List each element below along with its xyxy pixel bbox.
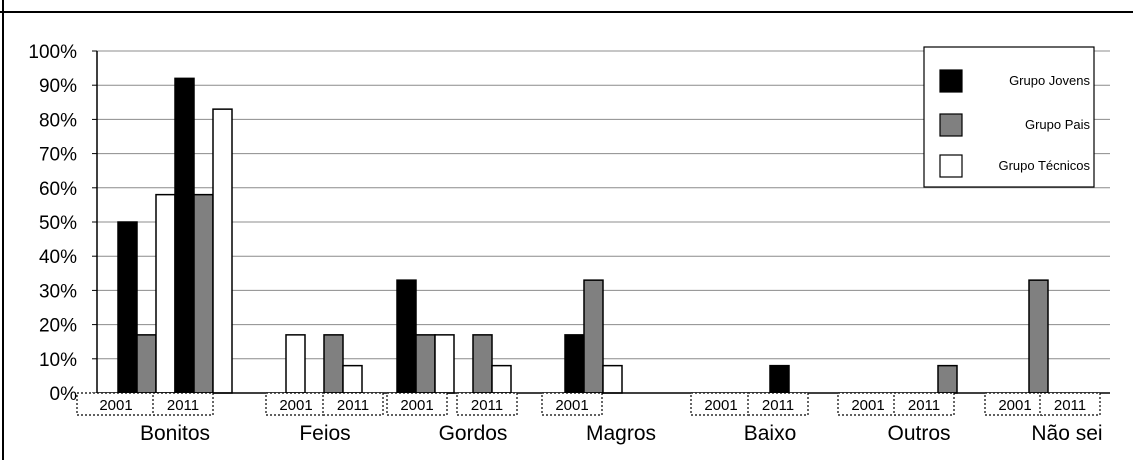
- category-label: Outros: [887, 422, 950, 445]
- y-tick-label: 50%: [39, 213, 77, 234]
- bar: [342, 364, 363, 394]
- year-label: 2001: [279, 397, 312, 414]
- category-label: Bonitos: [140, 422, 210, 445]
- year-label: 2011: [1054, 397, 1086, 414]
- year-label-box: [893, 392, 955, 416]
- year-label-box: [152, 392, 214, 416]
- category-label: Feios: [299, 422, 350, 445]
- legend-swatch: [939, 113, 963, 137]
- y-tick-label: 40%: [39, 247, 77, 268]
- bar: [323, 334, 344, 394]
- bars: [117, 77, 1049, 394]
- year-label: 2011: [337, 397, 369, 414]
- year-label: 2001: [704, 397, 737, 414]
- year-label: 2001: [555, 397, 588, 414]
- year-label-box: [837, 392, 899, 416]
- bar: [434, 334, 455, 394]
- bar: [285, 334, 306, 394]
- bar: [472, 334, 493, 394]
- y-tick-label: 100%: [28, 42, 77, 63]
- bar: [193, 193, 214, 394]
- y-tick-label: 80%: [39, 110, 77, 131]
- year-label-box: [322, 392, 384, 416]
- year-label-box: [984, 392, 1046, 416]
- year-labels: 2001 2011 2001 2011 2001 2011 2001 2001 2011 2001…: [76, 392, 1101, 416]
- bar: [174, 77, 195, 394]
- category-label: Baixo: [744, 422, 797, 445]
- legend-swatch: [939, 69, 963, 93]
- year-label: 2011: [762, 397, 794, 414]
- category-labels: Bonitos Feios Gordos Magros Baixo Outros Não s…: [140, 422, 1103, 445]
- category-label: Magros: [586, 422, 656, 445]
- category-label: Não sei: [1031, 422, 1102, 445]
- y-tick-label: 60%: [39, 179, 77, 200]
- bar: [117, 221, 138, 394]
- bar: [602, 364, 623, 394]
- bar: [491, 364, 512, 394]
- bar: [937, 364, 958, 394]
- bar: [212, 108, 233, 394]
- year-label-box: [1039, 392, 1101, 416]
- bar: [415, 334, 436, 394]
- year-label-box: [747, 392, 809, 416]
- y-tick-label: 20%: [39, 316, 77, 337]
- bar: [396, 279, 417, 394]
- year-label-box: [541, 392, 603, 416]
- y-tick-label: 90%: [39, 76, 77, 97]
- bar: [769, 364, 790, 394]
- legend-label: Grupo Técnicos: [998, 158, 1090, 173]
- category-label: Gordos: [439, 422, 508, 445]
- bar: [564, 334, 585, 394]
- year-label-box: [690, 392, 752, 416]
- bar: [155, 193, 176, 394]
- year-label-box: [265, 392, 327, 416]
- year-label: 2001: [99, 397, 132, 414]
- year-label: 2011: [908, 397, 940, 414]
- legend: Grupo Jovens Grupo Pais Grupo Técnicos: [923, 46, 1095, 188]
- legend-label: Grupo Jovens: [1009, 73, 1090, 88]
- year-label: 2011: [471, 397, 503, 414]
- year-label: 2001: [851, 397, 884, 414]
- bar: [1028, 279, 1049, 394]
- year-label: 2001: [400, 397, 433, 414]
- bar: [136, 334, 157, 394]
- y-tick-label: 10%: [39, 350, 77, 371]
- legend-swatch: [939, 154, 963, 178]
- year-label: 2011: [167, 397, 199, 414]
- y-tick-label: 70%: [39, 145, 77, 166]
- y-axis-tick-labels: 0% 10% 20% 30% 40% 50% 60% 70% 80% 90% 100%: [28, 42, 77, 405]
- year-label-box: [386, 392, 448, 416]
- year-label-box: [456, 392, 518, 416]
- legend-label: Grupo Pais: [1025, 117, 1091, 132]
- y-tick-label: 30%: [39, 281, 77, 302]
- y-tick-label: 0%: [50, 384, 78, 405]
- year-label: 2001: [998, 397, 1031, 414]
- bar: [583, 279, 604, 394]
